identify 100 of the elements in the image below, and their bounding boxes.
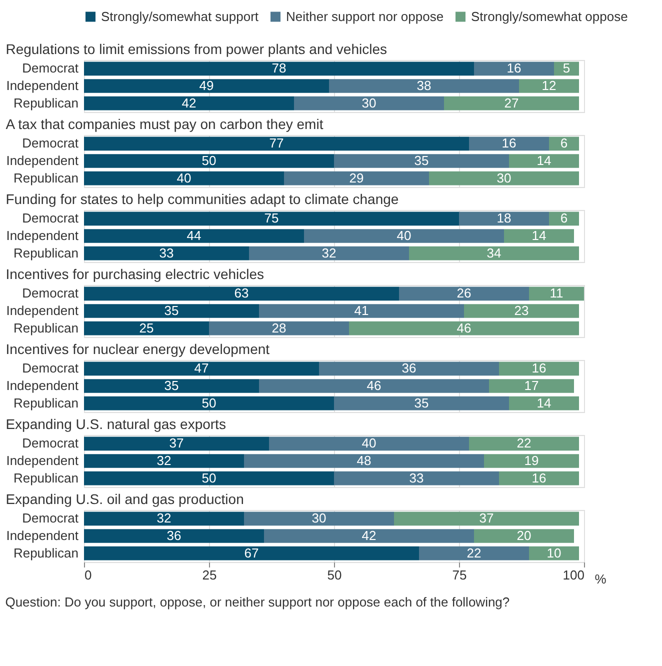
data-label: 46	[456, 320, 472, 336]
data-label: 36	[166, 528, 182, 543]
data-label: 36	[402, 360, 416, 376]
data-label: 27	[504, 95, 519, 110]
bar	[459, 212, 549, 226]
data-label: 14	[536, 395, 552, 410]
bar	[84, 436, 269, 451]
x-tick-label: 25	[202, 568, 217, 582]
y-tick-label: Independent	[6, 378, 79, 393]
data-label: 35	[414, 395, 429, 410]
data-label: 40	[396, 228, 412, 243]
bar	[484, 454, 579, 468]
data-label: 14	[532, 228, 546, 243]
data-label: 6	[560, 210, 568, 226]
y-tick-label: Democrat	[22, 510, 79, 526]
y-tick-label: Republican	[13, 545, 78, 560]
bar	[249, 246, 409, 260]
y-tick-label: Republican	[13, 320, 78, 336]
data-label: 14	[536, 153, 552, 168]
legend-label: Strongly/somewhat oppose	[471, 8, 628, 24]
data-label: 32	[156, 510, 172, 526]
data-label: 33	[159, 245, 174, 260]
data-label: 41	[354, 303, 369, 318]
data-label: 44	[186, 228, 202, 243]
bar	[84, 62, 474, 76]
data-label: 29	[349, 170, 364, 186]
y-tick-label: Republican	[13, 95, 78, 110]
data-label: 50	[202, 395, 216, 410]
data-label: 77	[269, 136, 284, 151]
data-label: 12	[542, 78, 556, 93]
data-label: 26	[456, 286, 472, 301]
data-label: 22	[466, 545, 482, 560]
bar	[349, 321, 579, 336]
data-label: 30	[312, 510, 326, 526]
bar	[499, 471, 579, 486]
bar	[84, 136, 469, 151]
data-label: 37	[479, 510, 494, 526]
y-tick-label: Independent	[6, 78, 79, 93]
chart-title: Expanding U.S. oil and gas production	[6, 491, 244, 507]
chart-title: Incentives for nuclear energy development	[6, 341, 270, 357]
x-tick-label: 50	[327, 568, 342, 582]
bar	[409, 246, 579, 260]
data-label: 22	[516, 436, 532, 451]
data-label: 49	[199, 78, 214, 93]
x-tick-label: 0	[84, 568, 92, 582]
bar	[399, 286, 529, 301]
data-label: 16	[502, 136, 516, 151]
data-label: 6	[560, 136, 568, 151]
data-label: 38	[416, 78, 432, 93]
bar	[84, 212, 459, 226]
bar	[259, 379, 489, 393]
data-label: 28	[272, 320, 286, 336]
bar	[509, 396, 579, 410]
bar	[499, 362, 579, 376]
bar	[84, 321, 209, 336]
data-label: 11	[550, 286, 564, 301]
bar	[554, 62, 579, 76]
bar	[84, 96, 294, 110]
data-label: 42	[182, 95, 196, 110]
bar	[84, 154, 334, 168]
data-label: 25	[139, 320, 154, 336]
bar	[489, 379, 574, 393]
bar	[84, 396, 334, 410]
bar	[334, 154, 509, 168]
y-tick-label: Republican	[13, 470, 78, 486]
data-label: 40	[176, 170, 192, 186]
data-label: 10	[546, 545, 562, 560]
bar	[84, 362, 319, 376]
y-tick-label: Democrat	[22, 136, 79, 151]
data-label: 16	[532, 470, 546, 486]
data-label: 40	[362, 436, 376, 451]
data-label: 20	[516, 528, 532, 543]
data-label: 19	[524, 453, 539, 468]
bar	[464, 304, 579, 318]
data-label: 47	[194, 360, 209, 376]
y-tick-label: Independent	[6, 453, 79, 468]
bar	[519, 79, 579, 93]
data-label: 67	[244, 545, 259, 560]
legend-label: Neither support nor oppose	[286, 8, 444, 24]
data-label: 75	[264, 210, 279, 226]
bar	[509, 154, 579, 168]
data-label: 34	[486, 245, 502, 260]
bar	[209, 321, 349, 336]
y-tick-label: Democrat	[22, 360, 79, 376]
y-tick-label: Independent	[6, 303, 79, 318]
data-label: 35	[164, 378, 179, 393]
bar	[319, 362, 499, 376]
bar	[304, 229, 504, 243]
chart-title: Regulations to limit emissions from power plants and vehicles	[6, 41, 387, 57]
bar	[469, 136, 549, 151]
bar	[504, 229, 574, 243]
data-label: 50	[202, 153, 216, 168]
data-label: 35	[164, 303, 179, 318]
y-tick-label: Democrat	[22, 436, 79, 451]
bar	[474, 62, 554, 76]
y-tick-label: Independent	[6, 528, 79, 543]
bar	[84, 454, 244, 468]
data-label: 35	[414, 153, 429, 168]
bar	[444, 96, 579, 110]
bar	[259, 304, 464, 318]
